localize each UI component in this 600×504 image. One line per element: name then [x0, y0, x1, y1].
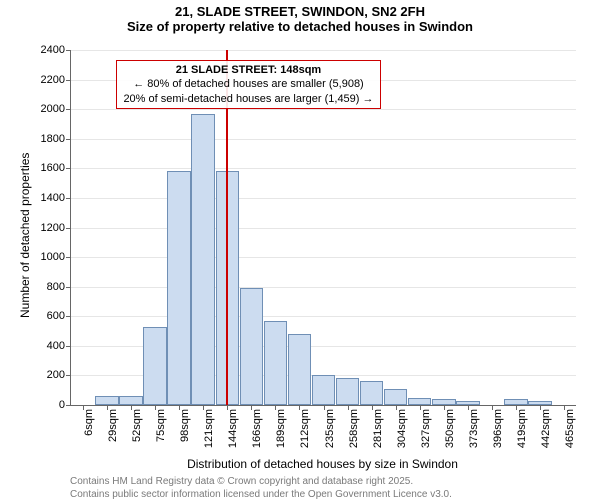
ytick-mark [66, 80, 71, 81]
histogram-bar [288, 334, 312, 405]
xtick-label: 465sqm [564, 409, 576, 448]
histogram-bar [384, 389, 408, 405]
xtick-label: 121sqm [203, 409, 215, 448]
xtick-label: 442sqm [540, 409, 552, 448]
ytick-mark [66, 50, 71, 51]
gridline [71, 168, 576, 169]
xtick-label: 29sqm [107, 409, 119, 442]
x-axis-label: Distribution of detached houses by size … [70, 457, 575, 471]
ytick-label: 600 [47, 310, 65, 322]
ytick-mark [66, 287, 71, 288]
xtick-label: 235sqm [324, 409, 336, 448]
xtick-label: 52sqm [131, 409, 143, 442]
ytick-mark [66, 109, 71, 110]
xtick-label: 212sqm [299, 409, 311, 448]
ytick-label: 400 [47, 340, 65, 352]
histogram-bar [167, 171, 191, 405]
xtick-label: 304sqm [396, 409, 408, 448]
ytick-label: 1800 [41, 133, 65, 145]
ytick-label: 0 [59, 399, 65, 411]
ytick-mark [66, 168, 71, 169]
footer-line-1: Contains HM Land Registry data © Crown c… [70, 475, 452, 488]
ytick-label: 1600 [41, 162, 65, 174]
ytick-label: 200 [47, 369, 65, 381]
gridline [71, 316, 576, 317]
histogram-bar [119, 396, 143, 405]
ytick-label: 2400 [41, 44, 65, 56]
annotation-line-2: ← 80% of detached houses are smaller (5,… [123, 77, 373, 91]
histogram-bar [191, 114, 215, 405]
xtick-label: 327sqm [420, 409, 432, 448]
ytick-mark [66, 405, 71, 406]
ytick-label: 800 [47, 281, 65, 293]
xtick-label: 373sqm [468, 409, 480, 448]
ytick-mark [66, 375, 71, 376]
title-line-2: Size of property relative to detached ho… [0, 19, 600, 34]
histogram-bar [143, 327, 167, 405]
annotation-line-3: 20% of semi-detached houses are larger (… [123, 92, 373, 106]
histogram-bar [264, 321, 288, 405]
annotation-line-1: 21 SLADE STREET: 148sqm [123, 63, 373, 77]
ytick-mark [66, 198, 71, 199]
chart-title: 21, SLADE STREET, SWINDON, SN2 2FH Size … [0, 4, 600, 34]
histogram-bar [240, 288, 264, 405]
ytick-mark [66, 228, 71, 229]
xtick-label: 350sqm [444, 409, 456, 448]
gridline [71, 287, 576, 288]
xtick-label: 419sqm [516, 409, 528, 448]
histogram-plot: 0200400600800100012001400160018002000220… [70, 50, 576, 406]
ytick-label: 2200 [41, 74, 65, 86]
gridline [71, 198, 576, 199]
ytick-label: 1000 [41, 251, 65, 263]
xtick-label: 98sqm [179, 409, 191, 442]
annotation-box: 21 SLADE STREET: 148sqm← 80% of detached… [116, 60, 380, 109]
gridline [71, 109, 576, 110]
gridline [71, 50, 576, 51]
xtick-label: 144sqm [227, 409, 239, 448]
xtick-label: 396sqm [492, 409, 504, 448]
ytick-mark [66, 139, 71, 140]
ytick-mark [66, 316, 71, 317]
y-axis-label: Number of detached properties [18, 152, 32, 317]
footer-attribution: Contains HM Land Registry data © Crown c… [70, 475, 452, 501]
histogram-bar [408, 398, 432, 405]
xtick-label: 75sqm [155, 409, 167, 442]
ytick-label: 2000 [41, 103, 65, 115]
histogram-bar [95, 396, 119, 405]
xtick-label: 258sqm [348, 409, 360, 448]
xtick-label: 6sqm [83, 409, 95, 436]
ytick-label: 1200 [41, 222, 65, 234]
gridline [71, 257, 576, 258]
title-line-1: 21, SLADE STREET, SWINDON, SN2 2FH [0, 4, 600, 19]
histogram-bar [312, 375, 336, 405]
gridline [71, 139, 576, 140]
xtick-label: 166sqm [251, 409, 263, 448]
footer-line-2: Contains public sector information licen… [70, 488, 452, 501]
ytick-label: 1400 [41, 192, 65, 204]
histogram-bar [360, 381, 384, 405]
ytick-mark [66, 257, 71, 258]
xtick-label: 189sqm [275, 409, 287, 448]
histogram-bar [336, 378, 360, 405]
gridline [71, 228, 576, 229]
xtick-label: 281sqm [372, 409, 384, 448]
ytick-mark [66, 346, 71, 347]
